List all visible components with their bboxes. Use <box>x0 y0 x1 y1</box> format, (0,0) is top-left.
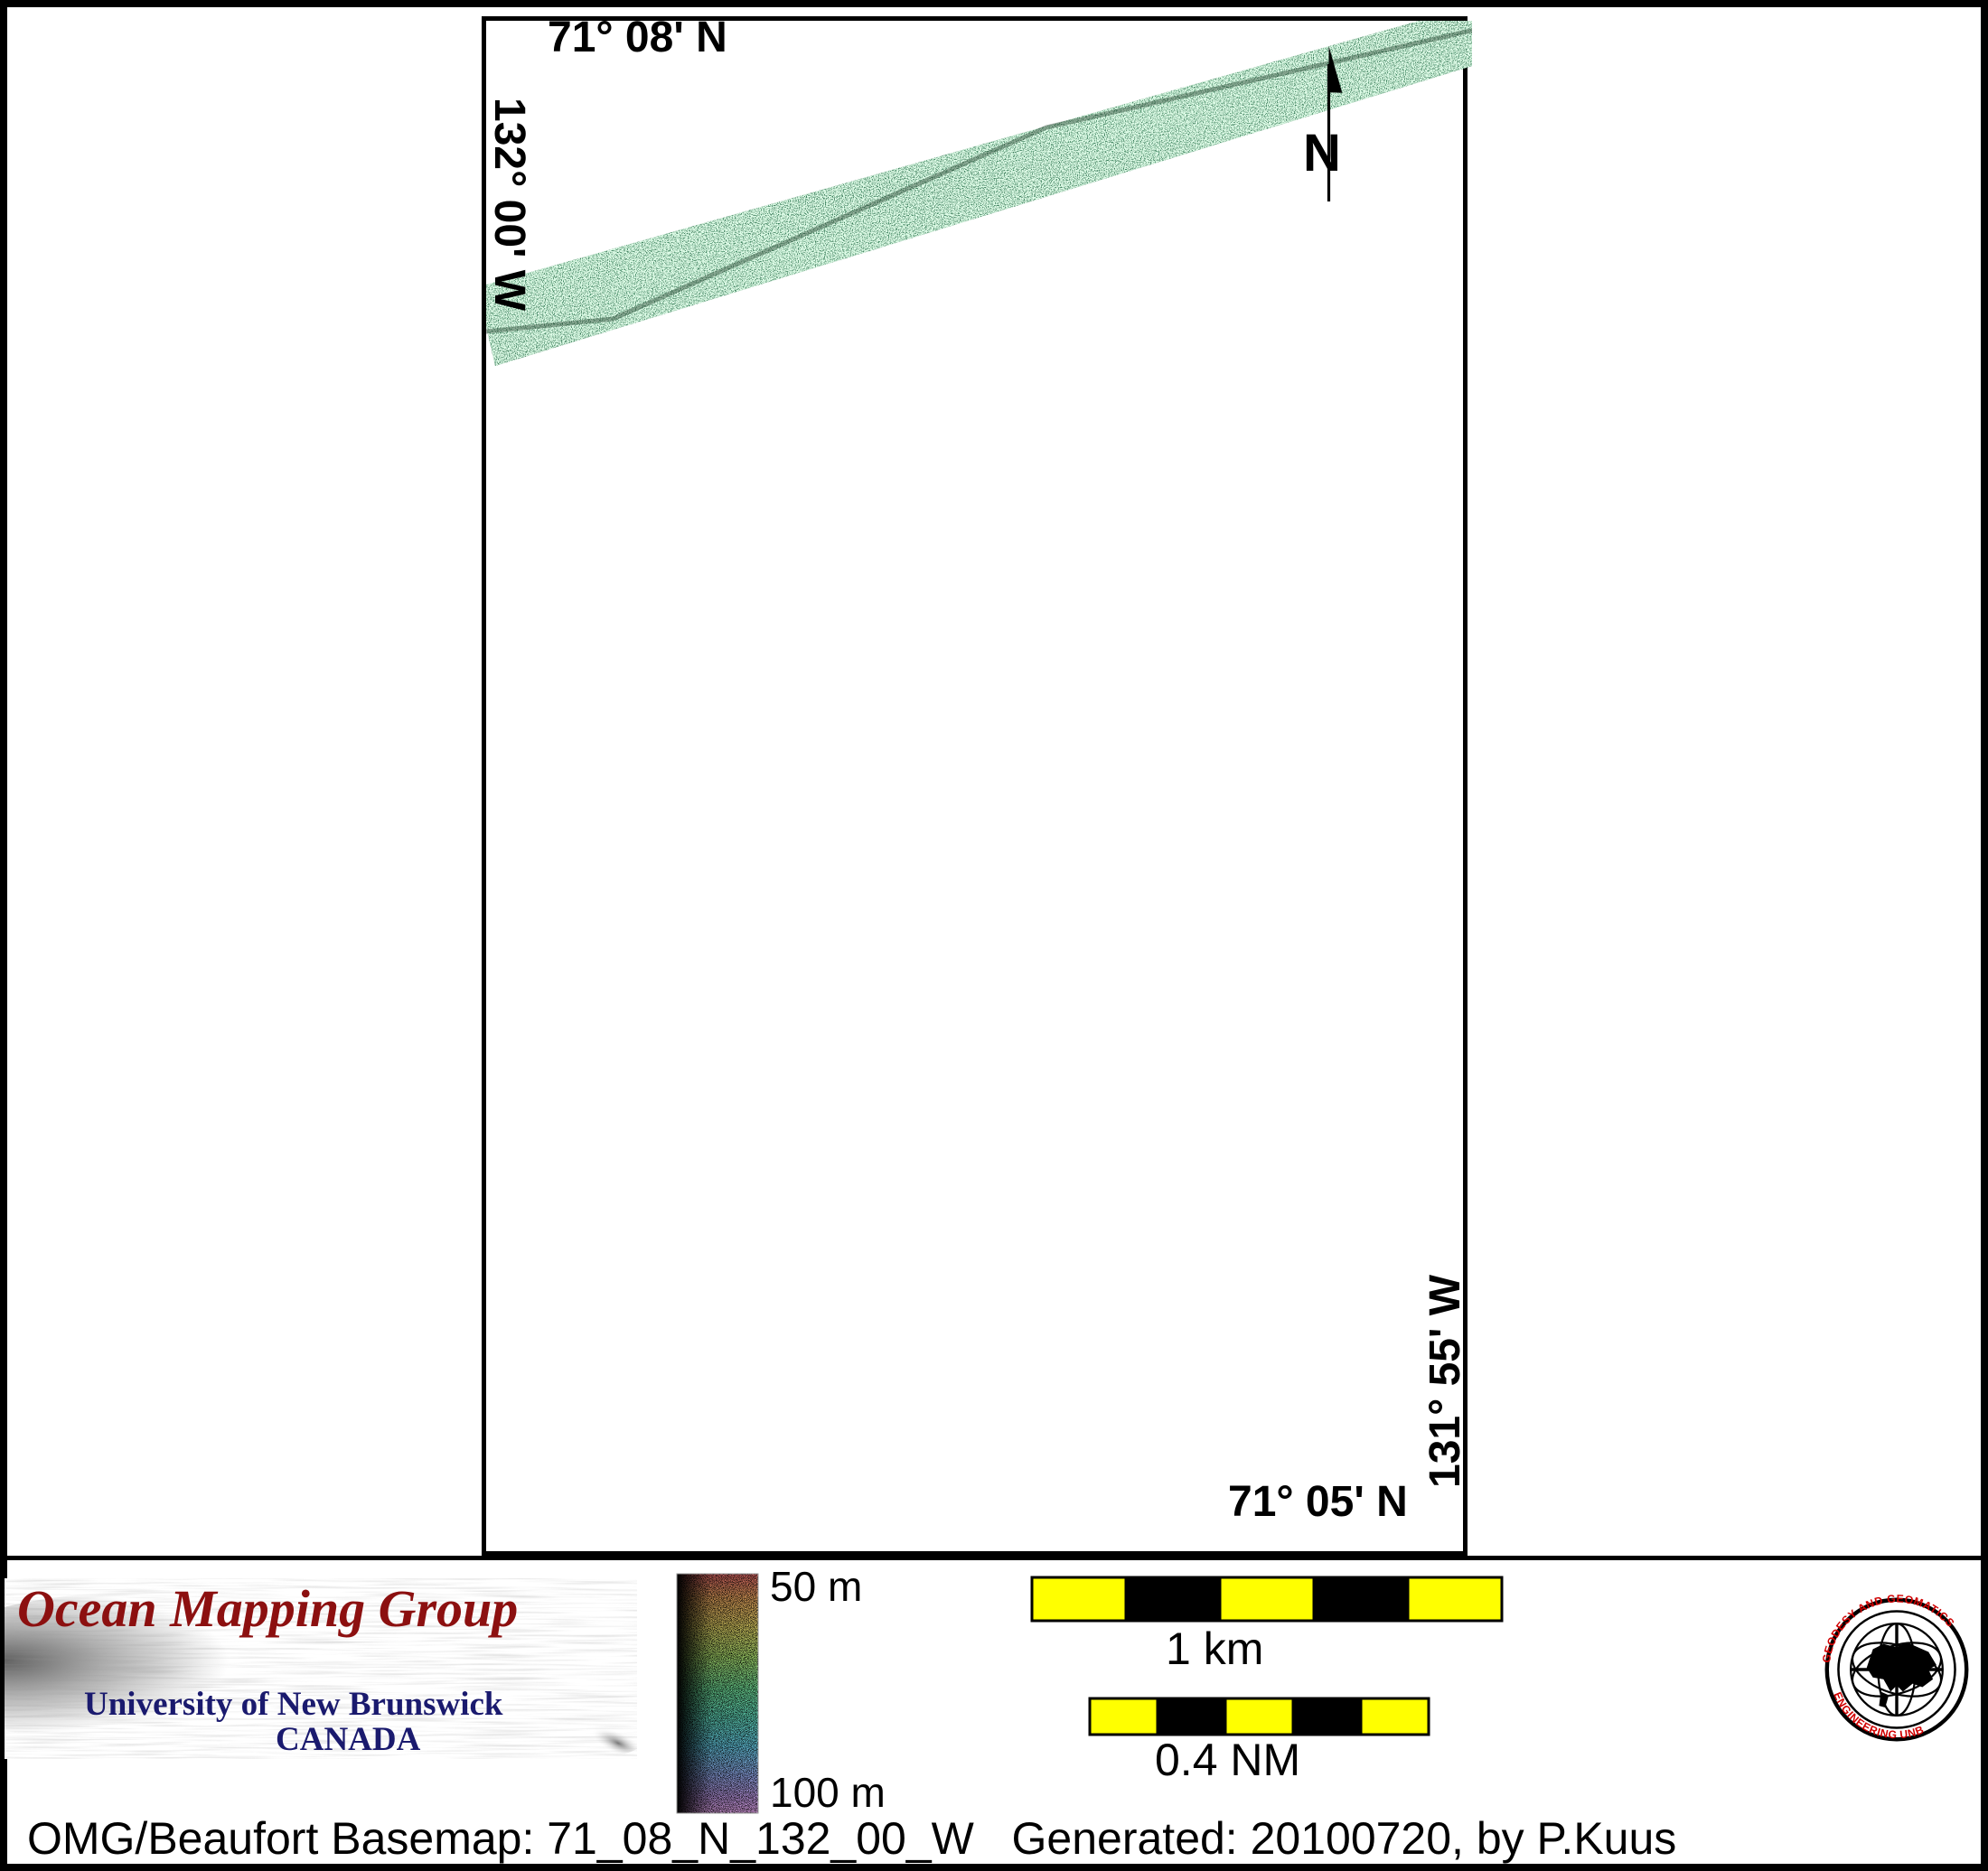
svg-text:132° 00' W: 132° 00' W <box>485 98 533 312</box>
svg-text:N: N <box>1303 124 1341 182</box>
svg-text:1 km: 1 km <box>1166 1623 1263 1674</box>
svg-text:0.4 NM: 0.4 NM <box>1155 1735 1300 1785</box>
